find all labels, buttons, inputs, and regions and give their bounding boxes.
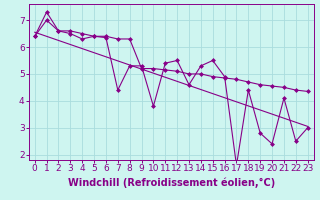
X-axis label: Windchill (Refroidissement éolien,°C): Windchill (Refroidissement éolien,°C)	[68, 177, 275, 188]
